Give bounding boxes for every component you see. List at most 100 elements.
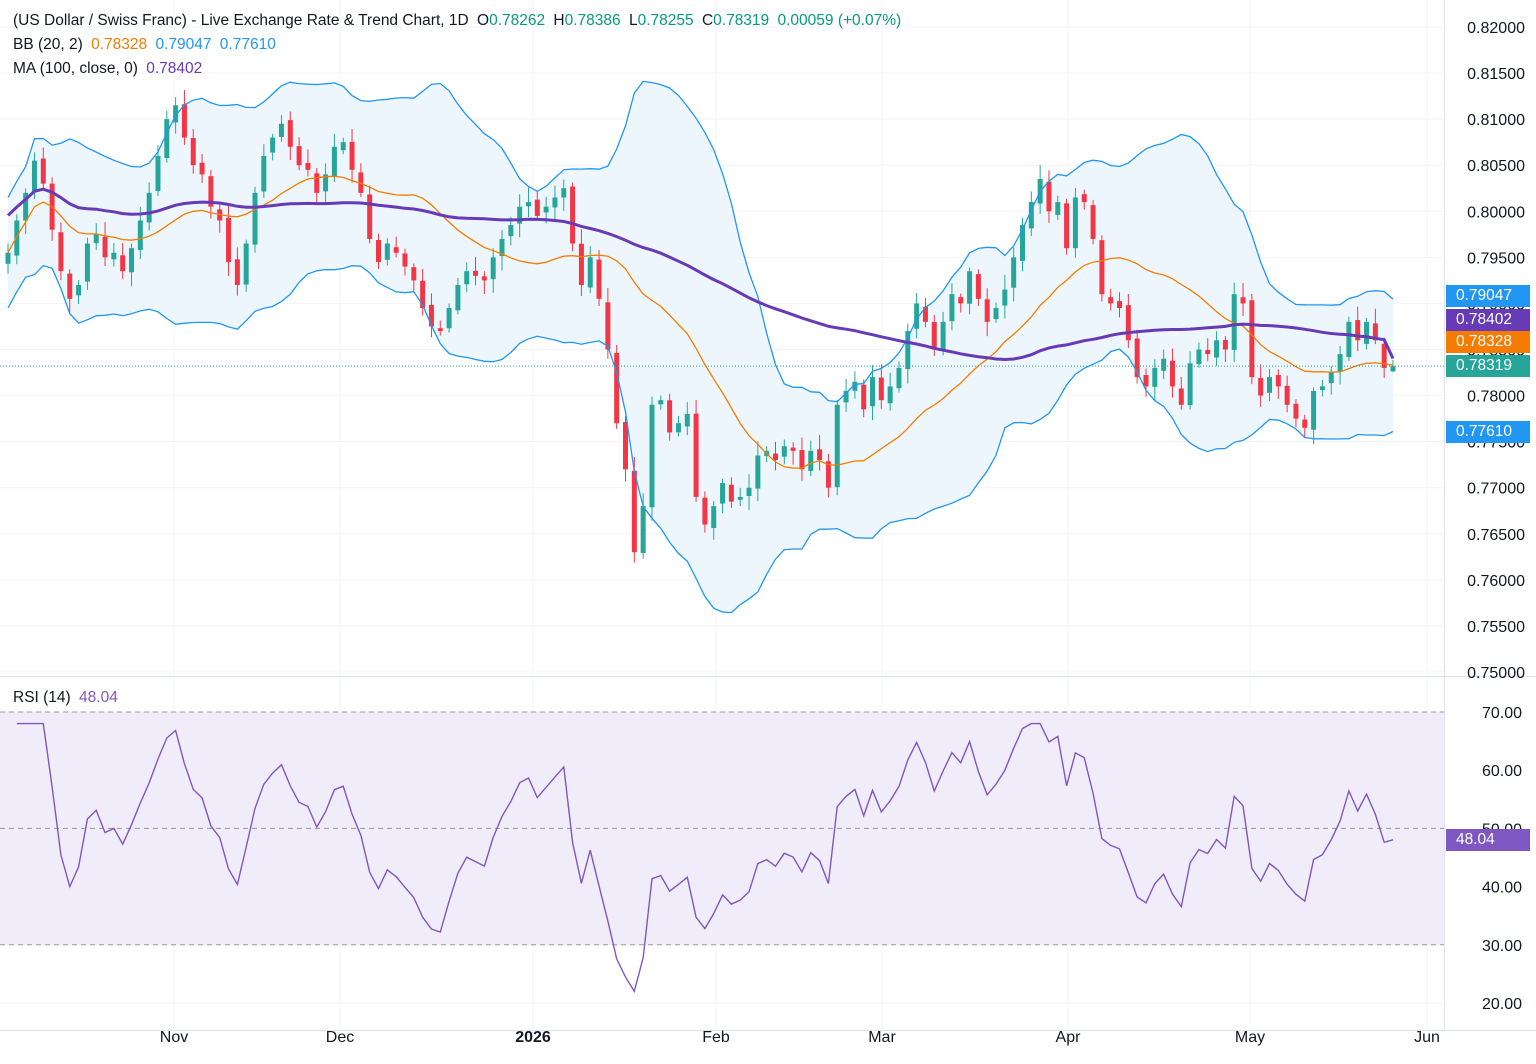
candle-body <box>1134 338 1140 378</box>
bb-upper-value: 0.79047 <box>155 36 212 53</box>
candle-body <box>1046 181 1052 212</box>
candle-body <box>967 271 973 304</box>
candle-body <box>1125 305 1131 341</box>
candle-body <box>376 239 382 262</box>
ma-legend[interactable]: MA (100, close, 0) 0.78402 <box>13 60 206 78</box>
candle-body <box>1002 289 1008 306</box>
candle-body <box>261 156 267 192</box>
candle-body <box>455 285 461 311</box>
candle-body <box>243 243 249 285</box>
candle-body <box>1222 339 1228 350</box>
candle-body <box>1108 297 1114 304</box>
candle-body <box>1143 375 1149 387</box>
candle-body <box>1064 203 1070 249</box>
time-tick-label: Jun <box>1414 1029 1440 1046</box>
candle-body <box>181 104 187 138</box>
candle-body <box>234 259 240 285</box>
candle-body <box>1302 419 1308 428</box>
candle-body <box>1117 301 1123 309</box>
price-tick-label: 0.75000 <box>1467 665 1525 682</box>
candle-body <box>226 217 232 262</box>
candle-body <box>1346 321 1352 358</box>
open-label: O <box>477 12 490 29</box>
close-value: 0.78319 <box>713 12 770 29</box>
candle-body <box>790 447 796 451</box>
candle-body <box>252 192 258 245</box>
price-tick-label: 0.81000 <box>1467 112 1525 129</box>
rsi-panel <box>0 711 1444 994</box>
candle-body <box>631 470 637 553</box>
low-label: L <box>628 12 638 29</box>
time-tick-label: May <box>1235 1029 1265 1046</box>
candle-body <box>1293 403 1299 419</box>
candle-body <box>623 422 629 470</box>
price-tick-label: 0.81500 <box>1467 66 1525 83</box>
candle-body <box>270 137 276 153</box>
candle-body <box>1231 294 1237 351</box>
candle-body <box>481 276 487 281</box>
price-tick-label: 0.76500 <box>1467 527 1525 544</box>
rsi-value: 48.04 <box>79 689 118 706</box>
candle-body <box>887 386 893 404</box>
candle-body <box>296 146 302 166</box>
indicator-lines <box>0 80 1444 614</box>
candle-body <box>852 381 858 391</box>
candle-body <box>817 449 823 461</box>
rsi-legend[interactable]: RSI (14) 48.04 <box>13 689 122 707</box>
candle-body <box>1258 377 1264 396</box>
candle-body <box>1249 300 1255 378</box>
candle-body <box>1011 257 1017 288</box>
header-ohlc: (US Dollar / Swiss Franc) - Live Exchang… <box>13 12 905 30</box>
candle-body <box>1161 358 1167 371</box>
bb-lower-tag: 0.77610 <box>1446 421 1530 443</box>
candle-body <box>1381 343 1387 368</box>
time-tick-label: Mar <box>868 1029 896 1046</box>
candle-body <box>1055 202 1061 215</box>
price-tick-label: 0.77000 <box>1467 481 1525 498</box>
price-tick-label: 0.80500 <box>1467 158 1525 175</box>
rsi-tick-label: 30.00 <box>1482 938 1522 955</box>
bb-upper-tag: 0.79047 <box>1446 285 1530 307</box>
candle-body <box>975 274 981 299</box>
candle-body <box>984 299 990 322</box>
candle-body <box>711 506 717 529</box>
candle-body <box>1196 349 1202 365</box>
candle-body <box>931 321 937 350</box>
time-tick-label: Feb <box>702 1029 730 1046</box>
ma-value: 0.78402 <box>146 60 203 77</box>
candle-body <box>587 257 593 288</box>
candle-body <box>640 506 646 553</box>
candle-body <box>102 236 108 258</box>
candle-body <box>1240 297 1246 304</box>
candle-body <box>949 294 955 322</box>
candle-body <box>825 461 831 488</box>
candle-body <box>684 414 690 427</box>
bb-lower-line <box>7 264 1394 614</box>
rsi-tick-label: 40.00 <box>1482 880 1522 897</box>
candle-body <box>737 496 743 500</box>
candle-body <box>1099 240 1105 295</box>
bb-legend[interactable]: BB (20, 2) 0.78328 0.79047 0.77610 <box>13 36 280 54</box>
time-tick-label: 2026 <box>515 1029 551 1046</box>
candle-body <box>1169 360 1175 387</box>
candle-body <box>420 280 426 309</box>
candle-body <box>649 404 655 508</box>
candle-body <box>1364 321 1370 344</box>
candle-body <box>525 202 531 207</box>
candle-body <box>340 142 346 151</box>
ma-label: MA (100, close, 0) <box>13 60 138 77</box>
candle-body <box>93 234 99 244</box>
candle-body <box>534 199 540 216</box>
candle-body <box>1214 340 1220 358</box>
candle-body <box>870 377 876 407</box>
chart-title: (US Dollar / Swiss Franc) - Live Exchang… <box>13 12 469 29</box>
candle-body <box>596 259 602 299</box>
candle-body <box>843 390 849 403</box>
candle-body <box>1266 377 1272 393</box>
ma-tag: 0.78402 <box>1446 309 1530 331</box>
candle-body <box>552 197 558 208</box>
candle-body <box>614 352 620 424</box>
close-price-tag: 0.78319 <box>1446 355 1530 377</box>
bb-band-area <box>8 81 1393 613</box>
candle-body <box>561 188 567 198</box>
